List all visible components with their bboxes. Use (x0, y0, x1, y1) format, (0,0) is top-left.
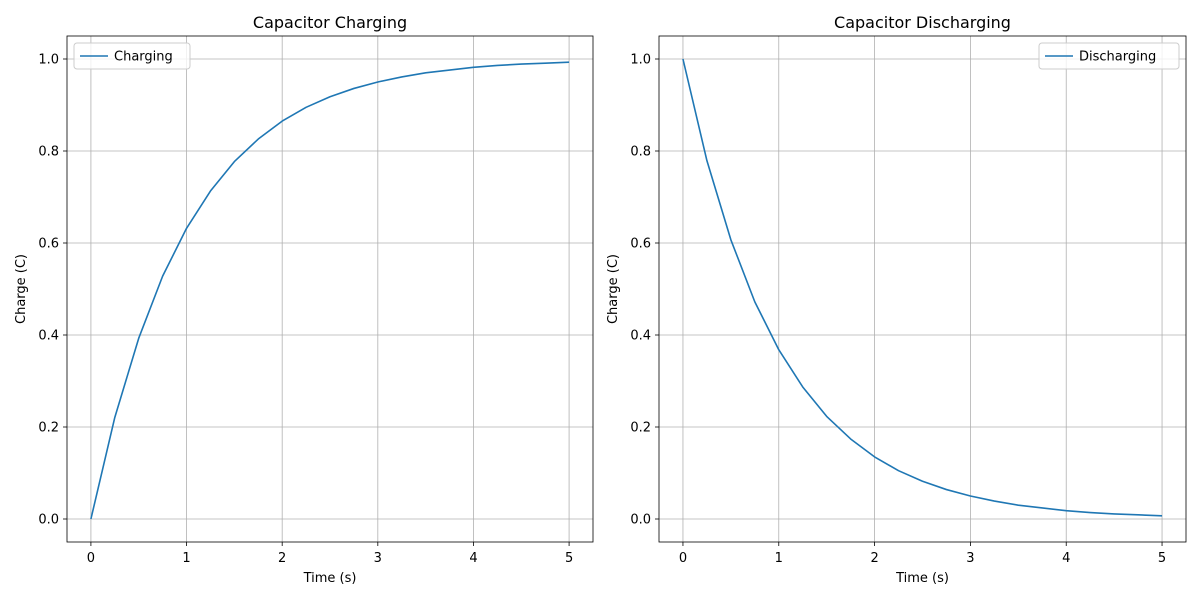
discharging-ticks: 0 1 2 3 4 5 0.0 0.2 0.4 0.6 0.8 1.0 (630, 53, 1166, 567)
charging-series (90, 61, 570, 520)
discharging-x-tick-label: 2 (870, 551, 878, 566)
charging-chart-title: Capacitor Charging (253, 13, 407, 32)
charging-y-tick-label: 1.0 (38, 53, 59, 68)
discharging-y-tick-label: 0.8 (630, 145, 651, 160)
discharging-y-tick-label: 0.0 (630, 513, 651, 528)
charging-chart: 0 1 2 3 4 5 0.0 0.2 0.4 0.6 0.8 1.0 Capacitor Charg… (14, 13, 594, 586)
charging-x-tick-label: 4 (469, 551, 477, 566)
discharging-legend-box (1038, 42, 1180, 70)
discharging-x-axis-label: Time (s) (895, 571, 949, 586)
discharging-x-tick-label: 4 (1062, 551, 1070, 566)
charging-y-tick-label: 0.0 (38, 513, 59, 528)
charging-legend-label: Charging (114, 50, 173, 65)
discharging-x-tick-label: 3 (966, 551, 974, 566)
discharging-series-line (682, 58, 1163, 517)
discharging-axes-frame (658, 35, 1187, 543)
charging-x-tick-label: 5 (565, 551, 573, 566)
discharging-y-tick-label: 1.0 (630, 53, 651, 68)
charging-series-line (90, 61, 570, 520)
charging-axes-frame (66, 35, 594, 543)
charging-axes (66, 35, 594, 543)
discharging-x-tick-label: 1 (775, 551, 783, 566)
charging-y-tick-label: 0.6 (38, 237, 59, 252)
discharging-x-tick-label: 5 (1158, 551, 1166, 566)
discharging-y-tick-label: 0.2 (630, 421, 651, 436)
charging-ticks: 0 1 2 3 4 5 0.0 0.2 0.4 0.6 0.8 1.0 (38, 53, 573, 567)
discharging-legend: Discharging (1038, 42, 1180, 70)
discharging-series (682, 58, 1163, 517)
discharging-axes (658, 35, 1187, 543)
discharging-y-tick-label: 0.6 (630, 237, 651, 252)
charging-x-tick-label: 2 (278, 551, 286, 566)
charging-x-tick-label: 1 (182, 551, 190, 566)
charging-x-axis-label: Time (s) (303, 571, 357, 586)
charging-x-tick-label: 3 (374, 551, 382, 566)
charging-legend: Charging (73, 42, 191, 70)
discharging-legend-label: Discharging (1079, 50, 1156, 65)
charging-y-tick-label: 0.8 (38, 145, 59, 160)
discharging-y-tick-label: 0.4 (630, 329, 651, 344)
discharging-y-axis-label: Charge (C) (606, 254, 621, 324)
charging-x-tick-label: 0 (87, 551, 95, 566)
discharging-x-tick-label: 0 (679, 551, 687, 566)
discharging-chart: 0 1 2 3 4 5 0.0 0.2 0.4 0.6 0.8 1.0 Capacitor Disch… (606, 13, 1187, 586)
charging-y-tick-label: 0.4 (38, 329, 59, 344)
charging-y-tick-label: 0.2 (38, 421, 59, 436)
discharging-chart-title: Capacitor Discharging (834, 13, 1011, 32)
charging-legend-box (73, 42, 191, 70)
discharging-grid (659, 36, 1186, 542)
charging-y-axis-label: Charge (C) (14, 254, 29, 324)
